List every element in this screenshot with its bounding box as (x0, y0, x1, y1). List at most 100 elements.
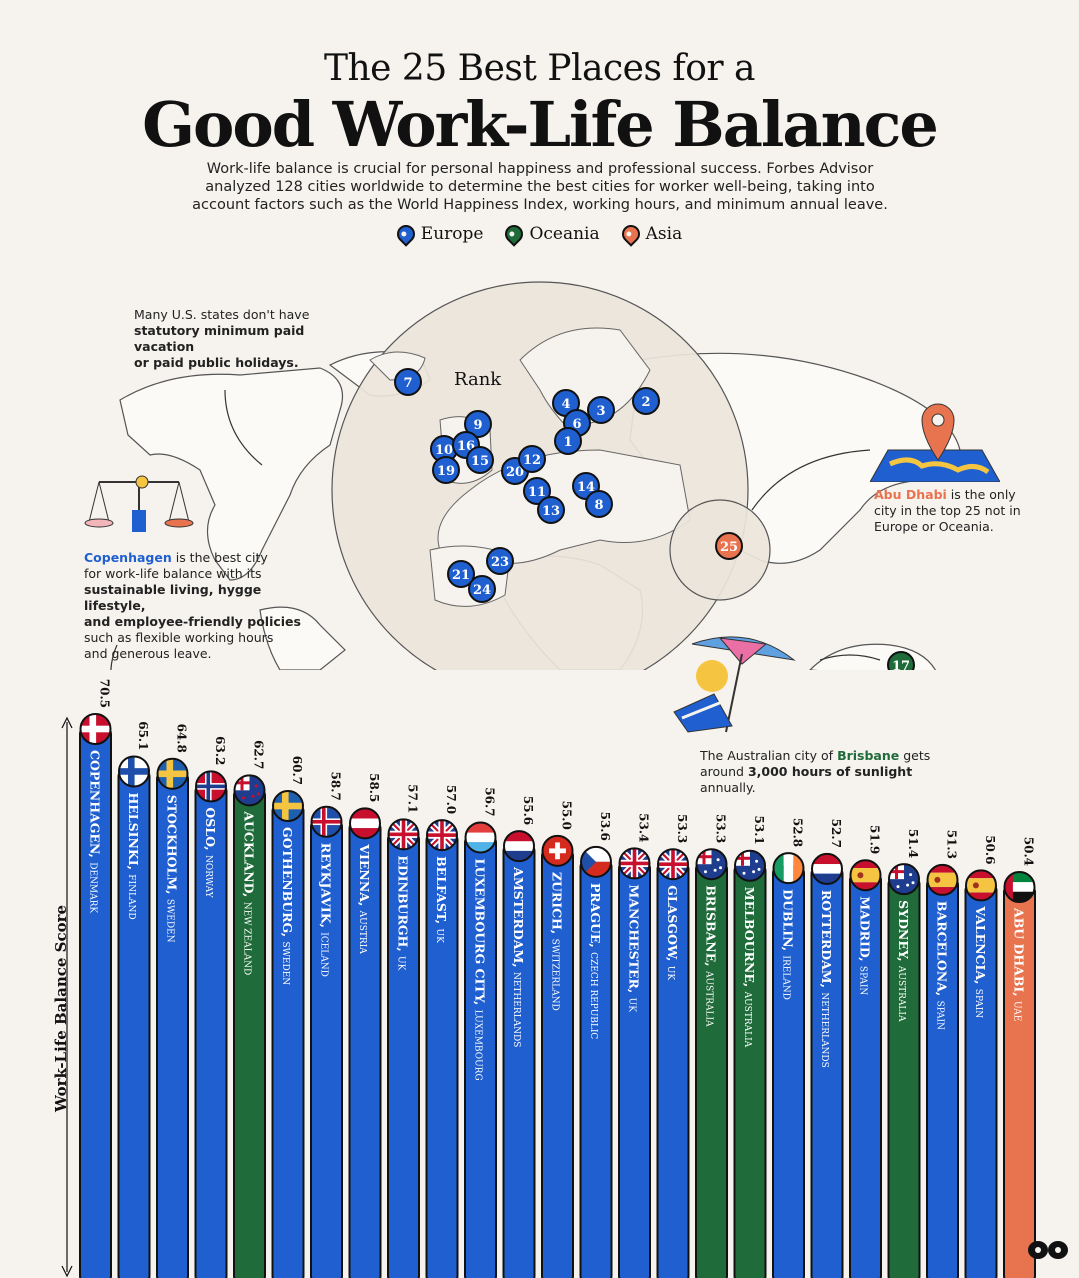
rank-marker-dot (523, 477, 551, 505)
city-label: ROTTERDAM, NETHERLANDS (819, 890, 834, 1068)
rank-marker-label: 3 (596, 404, 605, 419)
sweden-flag-icon (156, 757, 189, 790)
value-label: 63.2 (213, 736, 227, 765)
uk-flag-icon (426, 819, 458, 852)
rank-marker-dot (432, 456, 460, 484)
rank-label: Rank (454, 369, 502, 390)
city-label: STOCKHOLM, SWEDEN (165, 795, 180, 943)
rank-marker-dot (468, 575, 496, 603)
bar-group: 53.3 BRISBANE, AUSTRALIA (695, 814, 728, 1278)
rank-marker-label: 17 (892, 659, 910, 670)
city-label: MANCHESTER, UK (627, 884, 642, 1012)
rank-marker: 1 (554, 427, 582, 455)
norway-flag-icon (195, 770, 227, 803)
bar-group: 50.4 ABU DHABI, UAE (1003, 837, 1036, 1278)
iceland-flag-icon (310, 805, 343, 838)
uk-flag-icon (657, 848, 689, 881)
rank-markers: 7432619101619152012111481323212425172218… (394, 368, 915, 670)
legend: Europe Oceania Asia (0, 221, 1079, 247)
rank-marker-label: 4 (561, 397, 570, 412)
legend-europe: Europe (393, 221, 483, 247)
city-label: ZURICH, SWITZERLAND (550, 872, 565, 1011)
rank-marker-dot (537, 496, 565, 524)
oceania-pin-icon (501, 221, 528, 247)
bar-group: 58.5 VIENNA, AUSTRIA (348, 773, 382, 1278)
value-label: 58.7 (329, 772, 343, 801)
bar-group: 53.3 GLASGOW, UK (656, 814, 690, 1278)
rank-marker-label: 2 (641, 395, 650, 410)
ireland-flag-icon (772, 852, 805, 885)
bar-group: 53.1 MELBOURNE, AUSTRALIA (733, 816, 767, 1278)
rank-marker-label: 6 (572, 417, 581, 432)
title-line-1: The 25 Best Places for a (323, 48, 756, 89)
city-label: OSLO, NORWAY (203, 807, 218, 898)
arrow-copenhagen (110, 644, 118, 670)
city-label: BELFAST, UK (434, 856, 449, 943)
austria-flag-icon (349, 807, 381, 840)
bar-group: 57.1 EDINBURGH, UK (387, 784, 420, 1278)
bar-group: 62.7 AUCKLAND, NEW ZEALAND (233, 740, 266, 1278)
arrow-us (224, 389, 263, 466)
value-label: 70.5 (98, 679, 112, 708)
city-label: DUBLIN, IRELAND (781, 889, 796, 1000)
value-label: 55.0 (560, 801, 574, 830)
rank-marker: 3 (587, 396, 615, 424)
rank-marker: 2 (632, 387, 660, 415)
value-label: 50.4 (1022, 837, 1036, 866)
value-label: 56.7 (483, 787, 497, 816)
rank-marker: 23 (486, 547, 514, 575)
value-label: 53.3 (675, 814, 689, 843)
legend-asia: Asia (617, 221, 683, 247)
rank-marker: 25 (715, 532, 743, 560)
rank-marker: 21 (447, 560, 475, 588)
world-map: 7432619101619152012111481323212425172218… (110, 281, 961, 670)
rank-marker-label: 24 (473, 583, 491, 598)
beach-chair-icon (673, 636, 796, 733)
city-label: PRAGUE, CZECH REPUBLIC (588, 883, 603, 1040)
city-label: LUXEMBOURG CITY, LUXEMBOURG (473, 858, 488, 1080)
value-label: 60.7 (290, 756, 304, 785)
city-label: VIENNA, AUSTRIA (357, 843, 372, 954)
asia-pin-icon (617, 221, 644, 247)
city-label: AUCKLAND, NEW ZEALAND (242, 810, 257, 975)
australia-flag-icon (734, 849, 766, 882)
city-label: BRISBANE, AUSTRALIA (704, 885, 719, 1027)
bar-group: 52.7 ROTTERDAM, NETHERLANDS (810, 819, 844, 1278)
bar-group: 64.8 STOCKHOLM, SWEDEN (156, 724, 189, 1278)
rank-marker-dot (394, 368, 422, 396)
rank-marker-dot (447, 560, 475, 588)
north-america-shape (119, 367, 344, 581)
arrow-abudhabi (751, 449, 871, 511)
city-label: EDINBURGH, UK (396, 855, 411, 970)
rank-marker-label: 13 (542, 504, 560, 519)
arrow-brisbane (819, 654, 881, 661)
bar-group: 51.3 BARCELONA, SPAIN (926, 830, 959, 1278)
rank-marker-label: 25 (720, 540, 738, 555)
rank-marker-dot (887, 651, 915, 670)
y-axis-arrow (61, 716, 73, 729)
city-label: GOTHENBURG, SWEDEN (280, 827, 295, 985)
netherlands-flag-icon (811, 852, 843, 885)
rank-marker-dot (632, 387, 660, 415)
bar-group: 63.2 OSLO, NORWAY (194, 736, 228, 1278)
legend-label: Asia (645, 224, 683, 244)
bar-group: 57.0 BELFAST, UK (425, 785, 459, 1278)
rank-marker-label: 23 (491, 555, 509, 570)
value-label: 53.6 (598, 812, 612, 841)
europe-pin-icon (393, 221, 419, 247)
bar-group: 70.5 COPENHAGEN, DENMARK (79, 679, 112, 1278)
value-label: 52.8 (791, 818, 805, 847)
finland-flag-icon (118, 755, 150, 788)
rank-marker-dot (585, 490, 613, 518)
value-label: 53.3 (714, 814, 728, 843)
bar-group: 50.6 VALENCIA, SPAIN (964, 835, 998, 1278)
value-label: 51.4 (906, 829, 920, 858)
city-label: REYKJAVIK, ICELAND (319, 843, 334, 977)
rank-marker: 11 (523, 477, 551, 505)
australia-flag-icon (888, 863, 920, 896)
value-label: 53.4 (637, 813, 651, 842)
city-label: COPENHAGEN, DENMARK (88, 750, 103, 913)
note-brisbane: The Australian city of Brisbane gets aro… (700, 748, 931, 795)
bar-group: 65.1 HELSINKI, FINLAND (117, 721, 151, 1278)
rank-marker-dot (464, 410, 492, 438)
